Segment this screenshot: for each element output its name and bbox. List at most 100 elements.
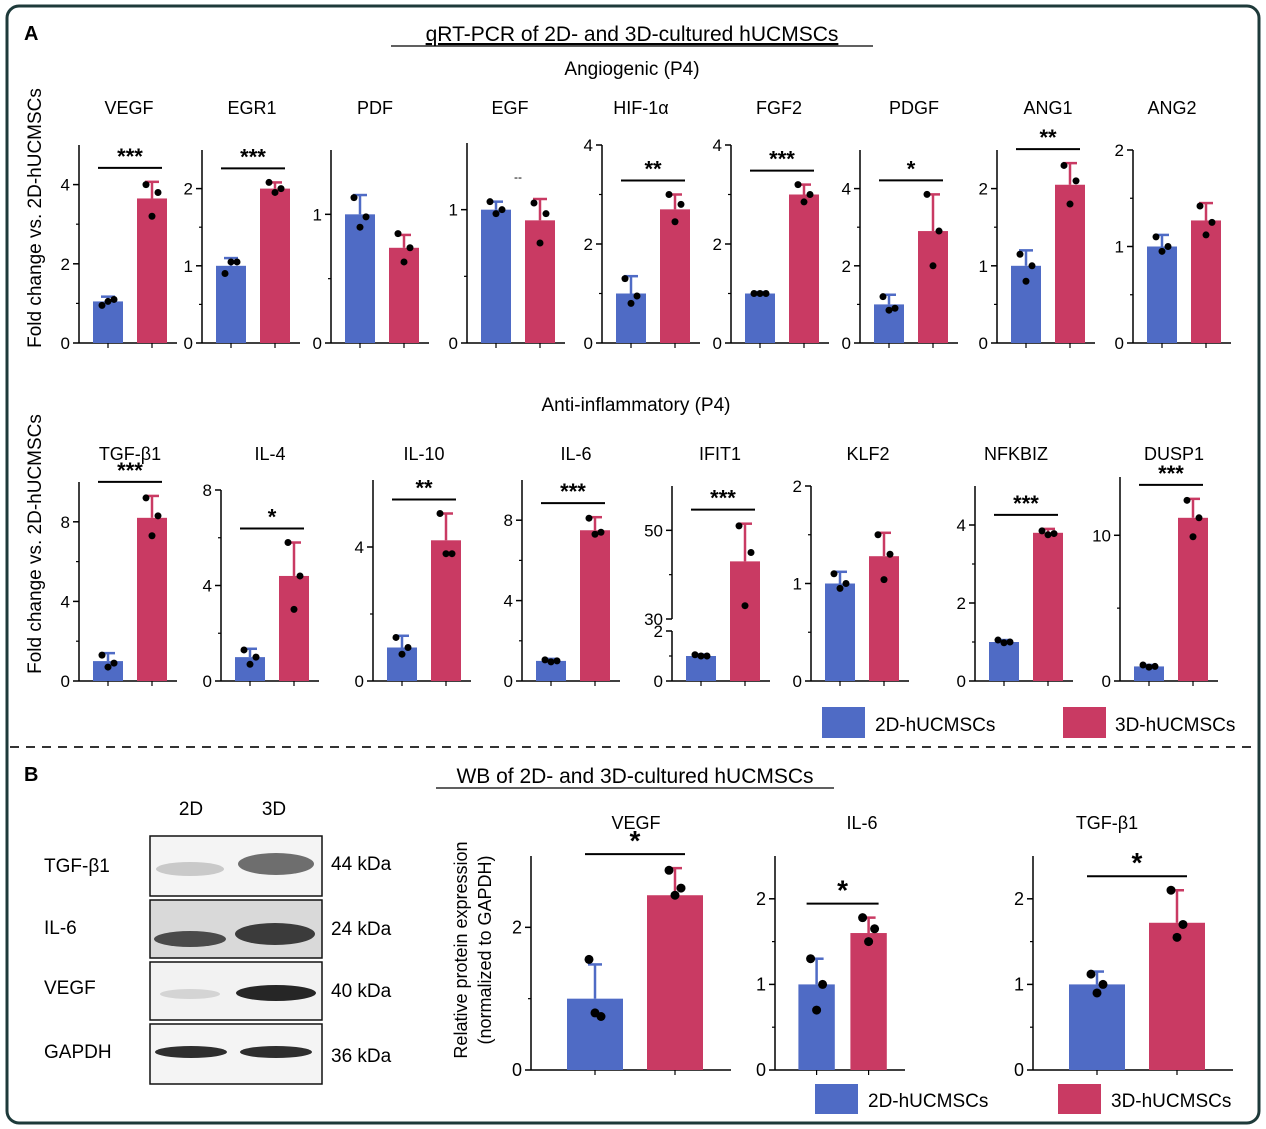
chart-title-b-il-6: IL-6 — [846, 813, 877, 833]
data-point-2d-a-pdf — [362, 213, 370, 221]
data-point-2d-a-hif-1 — [627, 299, 635, 307]
data-point-2d-a-egf — [492, 210, 500, 218]
legend-swatch-2d — [822, 707, 865, 738]
bar-2d-a-ang1 — [1011, 265, 1041, 343]
data-point-3d-a-il-10 — [448, 550, 456, 558]
sig-label-a-il-4: * — [268, 505, 277, 530]
chart-a-hif-1: HIF-1α 0 2 4 ** — [584, 98, 700, 353]
sig-label-a-ang1: ** — [1039, 125, 1057, 150]
data-point-2d-a-il-4 — [252, 653, 260, 661]
bar-3d-a-egr1 — [260, 188, 290, 343]
data-point-3d-a-klf2 — [874, 531, 882, 539]
y-tick-label-a-tgf-1: 0 — [61, 672, 70, 691]
y-tick-label-a-egr1: 2 — [184, 180, 193, 199]
y-tick-label-a-dusp1: 0 — [1102, 672, 1111, 691]
chart-a-il-4: IL-4 0 4 8 * — [203, 444, 319, 691]
data-point-3d-a-dusp1 — [1189, 533, 1197, 541]
data-point-3d-a-tgf-1 — [142, 494, 150, 502]
y-tick-label-b-il-6: 0 — [756, 1060, 766, 1080]
data-point-3d-b-tgf-1 — [1166, 885, 1176, 895]
angiogenic-title: Angiogenic (P4) — [564, 59, 699, 80]
y-tick-label-a-fgf2: 0 — [713, 334, 722, 353]
bar-2d-a-ifit1 — [686, 656, 716, 681]
blot-band-tgf-b1-3d — [238, 853, 314, 875]
y-tick-label-b-il-6: 1 — [756, 974, 766, 994]
legend-label-3d: 3D-hUCMSCs — [1115, 715, 1235, 736]
data-point-2d-a-ang2 — [1164, 243, 1172, 250]
y-tick-label-a-ang2: 0 — [1115, 334, 1124, 353]
data-point-3d-a-egr1 — [265, 178, 273, 186]
data-point-3d-a-il-4 — [296, 572, 304, 580]
data-point-3d-b-il-6 — [864, 937, 874, 947]
data-point-2d-b-tgf-1 — [1098, 979, 1108, 989]
chart-title-a-nfkbiz: NFKBIZ — [984, 444, 1048, 464]
data-point-3d-a-ang1 — [1060, 161, 1068, 169]
y-tick-label-a-nfkbiz: 4 — [957, 516, 966, 535]
bar-2d-a-egf — [481, 209, 511, 343]
sig-label-a-dusp1: *** — [1158, 461, 1184, 486]
bar-2d-a-fgf2 — [745, 293, 775, 343]
data-point-2d-b-il-6 — [818, 979, 828, 989]
data-point-2d-a-dusp1 — [1145, 663, 1153, 671]
chart-a-egf: EGF 0 1 -- — [449, 98, 565, 353]
sig-label-a-egf: -- — [514, 170, 522, 184]
y-tick-label-a-klf2: 0 — [793, 672, 802, 691]
western-blot: 2D 3D TGF-β1 44 kDa IL-6 24 kDa VEGF 40 … — [44, 799, 392, 1085]
y-tick-label-a-fgf2: 2 — [713, 235, 722, 254]
y-tick-label-a-il-6: 4 — [504, 592, 513, 611]
data-point-2d-a-ang1 — [1028, 262, 1036, 270]
sig-label-b-vegf: * — [630, 825, 641, 856]
bar-3d-a-il-10 — [431, 540, 461, 681]
blot-band-gapdh-2d — [155, 1046, 227, 1058]
data-point-2d-a-nfkbiz — [994, 636, 1002, 644]
data-point-2d-b-tgf-1 — [1092, 988, 1102, 998]
data-point-3d-b-vegf — [670, 890, 680, 900]
data-point-3d-a-nfkbiz — [1050, 530, 1058, 538]
sig-label-a-pdgf: * — [907, 156, 916, 181]
panel-b-title: WB of 2D- and 3D-cultured hUCMSCs — [456, 765, 813, 788]
bar-3d-b-il-6 — [850, 933, 887, 1070]
blot-size-il-6: 24 kDa — [331, 919, 392, 940]
data-point-2d-a-pdf — [356, 223, 364, 231]
data-point-2d-a-il-10 — [398, 650, 406, 658]
data-point-2d-a-il-6 — [541, 656, 549, 664]
y-tick-label-a-hif-1: 4 — [584, 136, 593, 155]
bar-3d-a-nfkbiz — [1033, 532, 1063, 681]
data-point-3d-a-klf2 — [886, 550, 894, 558]
panel-b-ylabel-line1: Relative protein expression — [451, 841, 471, 1058]
y-tick-label-a-vegf: 2 — [61, 255, 70, 274]
sig-label-a-egr1: *** — [240, 144, 266, 169]
y-tick-label-a-egf: 0 — [449, 334, 458, 353]
data-point-2d-a-vegf — [98, 301, 106, 309]
data-point-3d-a-pdgf — [923, 190, 931, 198]
data-point-2d-a-pdgf — [879, 293, 887, 301]
data-point-3d-a-il-4 — [290, 605, 298, 613]
data-point-3d-a-nfkbiz — [1038, 527, 1046, 535]
chart-b-il-6: IL-6 0 1 2 * — [756, 813, 905, 1080]
y-tick-label-a-ang2: 2 — [1115, 141, 1124, 160]
data-point-2d-a-klf2 — [842, 580, 850, 587]
y-tick-label-a-fgf2: 4 — [713, 136, 722, 155]
data-point-3d-b-tgf-1 — [1172, 932, 1182, 942]
data-point-2d-a-ifit1 — [691, 651, 699, 659]
data-point-2d-a-ang2 — [1158, 247, 1166, 255]
data-point-2d-a-egr1 — [233, 258, 241, 266]
y-tick-label-a-egr1: 0 — [184, 334, 193, 353]
blot-band-vegf-2d — [160, 989, 220, 999]
sig-label-b-tgf-1: * — [1132, 847, 1143, 878]
data-point-2d-b-tgf-1 — [1086, 969, 1096, 979]
data-point-3d-a-il-10 — [436, 510, 444, 517]
y-tick-label-a-ang2: 1 — [1115, 238, 1124, 257]
data-point-3d-a-ang2 — [1208, 218, 1216, 226]
bar-3d-a-hif-1 — [660, 209, 690, 343]
data-point-2d-a-ang1 — [1016, 250, 1024, 258]
bar-2d-b-tgf-1 — [1069, 984, 1125, 1070]
data-point-3d-a-vegf — [148, 212, 156, 220]
chart-a-il-10: IL-10 0 4 ** — [355, 444, 471, 691]
bar-3d-a-dusp1 — [1178, 517, 1208, 681]
data-point-3d-a-ifit1 — [747, 549, 755, 556]
chart-a-il-6: IL-6 0 4 8 *** — [504, 444, 620, 691]
y-tick-label-a-dusp1: 10 — [1092, 526, 1111, 545]
data-point-3d-a-egr1 — [277, 185, 285, 193]
